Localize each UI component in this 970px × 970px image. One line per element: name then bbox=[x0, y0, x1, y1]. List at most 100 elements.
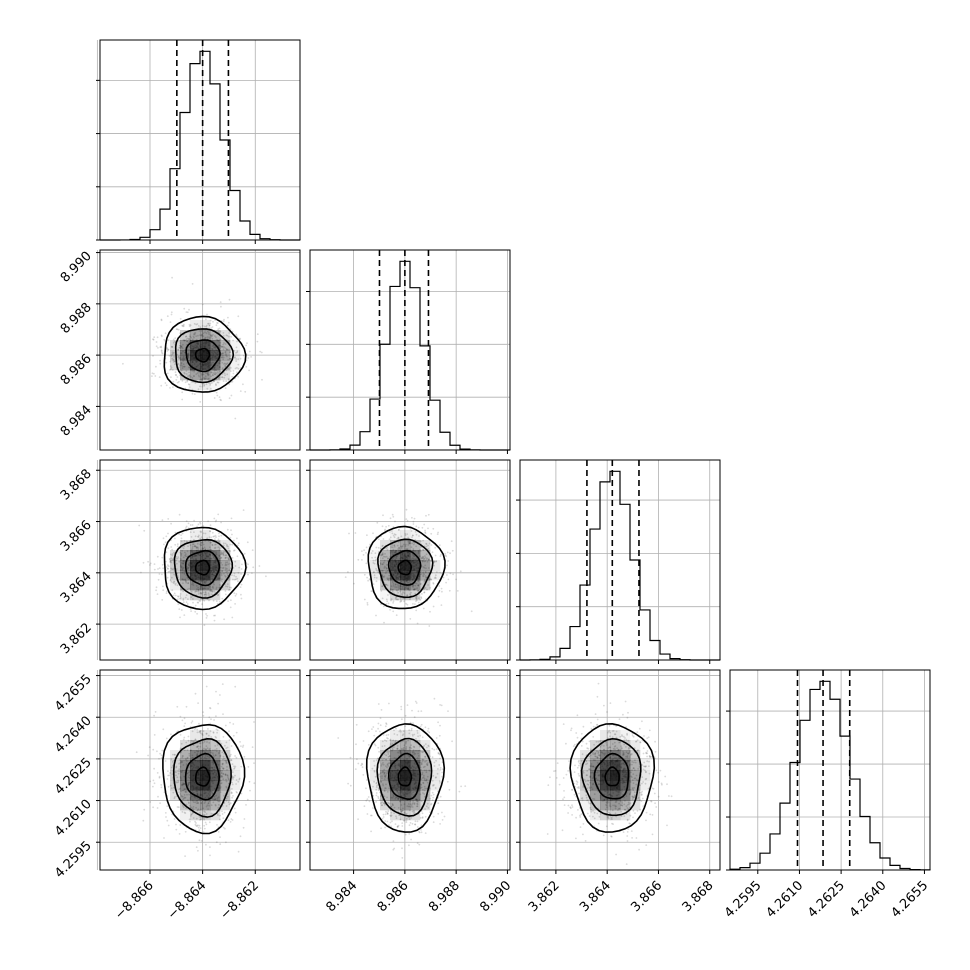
scatter-point bbox=[193, 332, 196, 335]
density-block bbox=[380, 580, 391, 591]
scatter-point bbox=[175, 823, 177, 826]
scatter-point bbox=[235, 578, 237, 581]
scatter-point bbox=[451, 740, 453, 743]
scatter-point bbox=[162, 585, 164, 588]
scatter-point bbox=[226, 544, 228, 547]
scatter-point bbox=[183, 339, 186, 342]
scatter-point bbox=[362, 774, 365, 776]
scatter-point bbox=[206, 313, 208, 316]
scatter-point bbox=[209, 707, 212, 710]
scatter-point bbox=[213, 719, 216, 721]
scatter-point bbox=[183, 339, 186, 342]
scatter-point bbox=[418, 843, 421, 846]
scatter-point bbox=[214, 371, 217, 374]
scatter-point bbox=[160, 345, 163, 348]
scatter-point bbox=[222, 553, 225, 556]
scatter-point bbox=[439, 757, 441, 760]
scatter-point bbox=[406, 603, 409, 606]
scatter-point bbox=[152, 355, 154, 357]
scatter-point bbox=[406, 594, 409, 597]
scatter-point bbox=[179, 616, 181, 619]
scatter-point bbox=[167, 547, 170, 550]
scatter-point bbox=[201, 384, 204, 386]
scatter-point bbox=[369, 814, 372, 817]
scatter-point bbox=[181, 380, 184, 382]
scatter-point bbox=[210, 371, 213, 373]
scatter-point bbox=[430, 544, 433, 546]
scatter-point bbox=[178, 346, 181, 349]
scatter-point bbox=[222, 554, 225, 557]
scatter-point bbox=[197, 586, 200, 589]
scatter-point bbox=[185, 335, 187, 338]
density-block bbox=[210, 540, 221, 551]
scatter-point bbox=[411, 516, 413, 519]
scatter-point bbox=[230, 529, 232, 532]
contour-1 bbox=[173, 538, 234, 599]
scatter-point bbox=[149, 780, 152, 783]
scatter-point bbox=[233, 572, 236, 575]
density-block bbox=[200, 800, 211, 811]
scatter-point bbox=[224, 724, 227, 727]
scatter-point bbox=[435, 737, 438, 739]
scatter-point bbox=[209, 580, 212, 583]
scatter-point bbox=[222, 320, 225, 323]
scatter-point bbox=[402, 591, 404, 594]
scatter-point bbox=[175, 378, 178, 381]
scatter-point bbox=[404, 532, 407, 535]
scatter-point bbox=[160, 319, 163, 322]
scatter-point bbox=[423, 591, 426, 594]
density-block bbox=[180, 370, 191, 381]
scatter-point bbox=[464, 785, 467, 787]
scatter-point bbox=[202, 714, 205, 717]
scatter-point bbox=[419, 546, 422, 548]
scatter-point bbox=[438, 734, 441, 737]
scatter-point bbox=[365, 562, 368, 565]
scatter-point bbox=[183, 573, 186, 575]
scatter-point bbox=[366, 813, 369, 815]
density-block bbox=[220, 740, 231, 751]
scatter-point bbox=[211, 374, 214, 376]
scatter-point bbox=[201, 373, 203, 376]
scatter-point bbox=[226, 572, 229, 575]
scatter-point bbox=[221, 361, 224, 364]
scatter-point bbox=[195, 373, 198, 375]
scatter-point bbox=[205, 372, 207, 374]
scatter-point bbox=[210, 593, 213, 596]
scatter-point bbox=[347, 571, 349, 573]
scatter-point bbox=[394, 823, 397, 825]
scatter-point bbox=[227, 321, 230, 324]
scatter-point bbox=[392, 515, 395, 518]
scatter-point bbox=[215, 536, 217, 538]
scatter-point bbox=[394, 583, 397, 586]
scatter-point bbox=[195, 846, 198, 849]
scatter-point bbox=[205, 377, 208, 380]
density-block bbox=[180, 360, 191, 371]
scatter-point bbox=[409, 822, 412, 824]
scatter-point bbox=[247, 563, 249, 566]
scatter-point bbox=[158, 376, 161, 378]
scatter-point bbox=[188, 366, 191, 369]
scatter-point bbox=[199, 827, 202, 829]
scatter-point bbox=[172, 338, 175, 341]
scatter-point bbox=[198, 375, 201, 378]
scatter-point bbox=[225, 369, 228, 372]
density-block bbox=[190, 380, 201, 391]
scatter-point bbox=[205, 843, 207, 846]
scatter-point bbox=[447, 578, 450, 581]
scatter-point bbox=[227, 545, 230, 548]
scatter-point bbox=[377, 746, 380, 749]
scatter-point bbox=[356, 758, 358, 761]
density-block bbox=[390, 730, 401, 741]
scatter-point bbox=[170, 522, 173, 525]
scatter-point bbox=[191, 370, 194, 372]
scatter-point bbox=[438, 752, 441, 755]
scatter-point bbox=[433, 748, 436, 751]
scatter-point bbox=[228, 558, 231, 560]
scatter-point bbox=[222, 343, 225, 346]
scatter-point bbox=[231, 543, 234, 546]
scatter-point bbox=[218, 540, 221, 543]
scatter-point bbox=[171, 353, 174, 356]
scatter-point bbox=[176, 328, 179, 331]
scatter-point bbox=[196, 825, 199, 827]
scatter-point bbox=[169, 579, 172, 582]
